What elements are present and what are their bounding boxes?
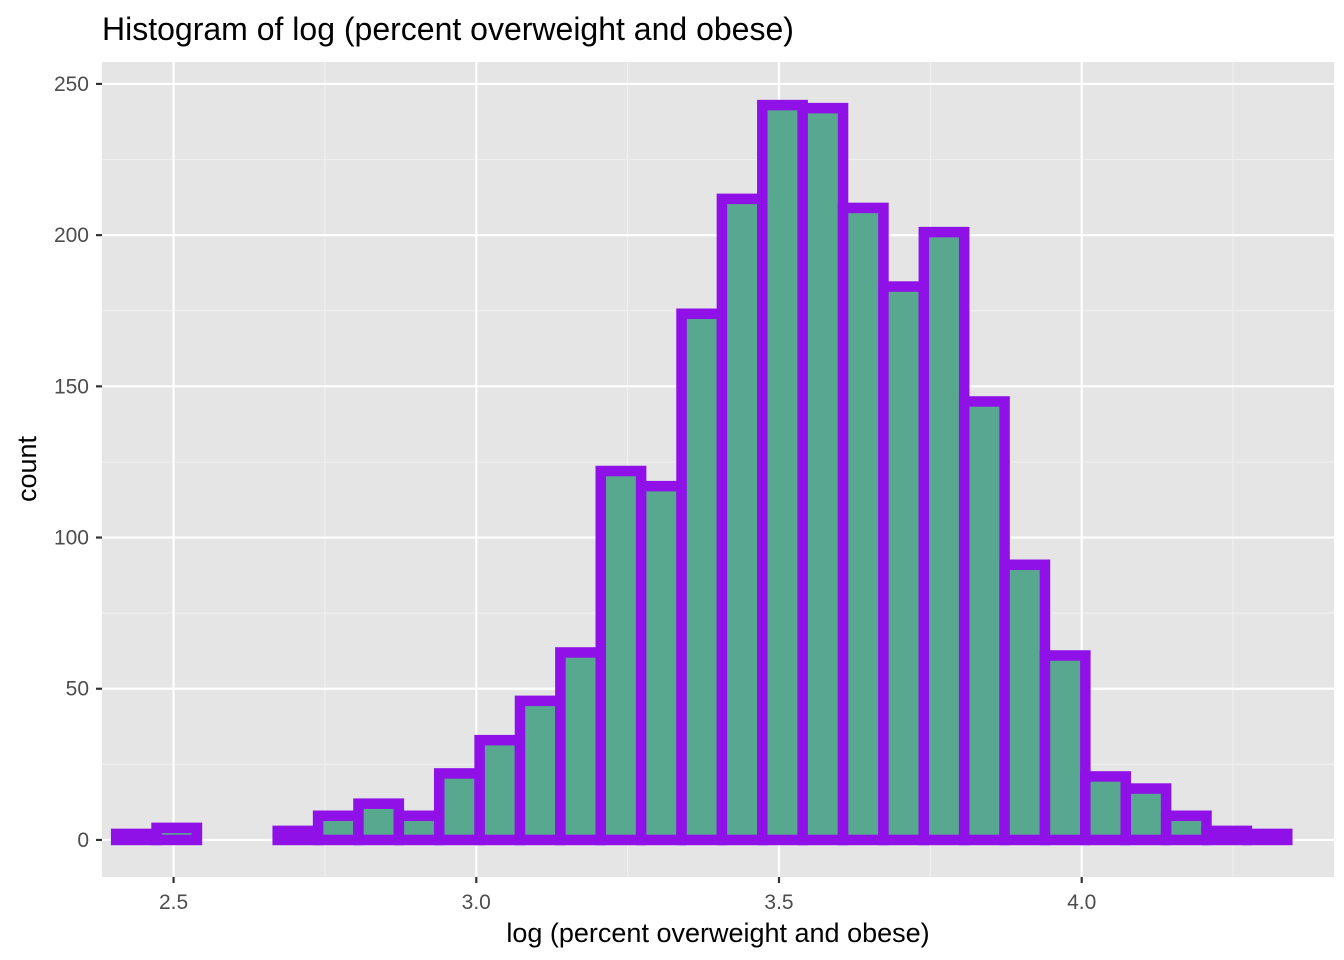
y-tick-label: 200 (54, 224, 89, 247)
histogram-bars (110, 99, 1293, 846)
histogram-bar (272, 825, 324, 846)
histogram-bar (797, 102, 849, 846)
histogram-bar (757, 99, 808, 846)
x-axis-ticks: 2.5 3.0 3.5 4.0 (159, 877, 1096, 914)
x-tick-label: 2.5 (159, 891, 188, 914)
histogram-bar (918, 226, 970, 846)
x-tick-label: 4.0 (1067, 891, 1096, 914)
x-tick-label: 3.5 (764, 891, 793, 914)
x-tick-label: 3.0 (462, 891, 491, 914)
y-axis-title: count (12, 435, 42, 502)
y-tick-label: 100 (54, 527, 89, 550)
y-tick-label: 250 (54, 73, 89, 96)
chart-title: Histogram of log (percent overweight and… (102, 11, 794, 47)
x-axis-title: log (percent overweight and obese) (506, 918, 929, 948)
histogram-bar (1201, 825, 1253, 846)
histogram-bar (151, 822, 203, 846)
histogram-bar (474, 734, 526, 846)
histogram-bar (433, 768, 485, 846)
histogram-bar (958, 396, 1010, 846)
histogram-bar (716, 193, 768, 846)
histogram-bar (312, 810, 364, 846)
histogram-bar (595, 465, 647, 846)
histogram-bar (999, 559, 1051, 846)
histogram-bar (1160, 810, 1212, 846)
histogram-bar (393, 810, 445, 846)
histogram-bar (1080, 771, 1131, 846)
histogram-bar (1039, 650, 1091, 846)
histogram-bar (676, 308, 728, 846)
histogram-bar (555, 647, 607, 846)
y-tick-label: 0 (77, 829, 89, 852)
histogram-bar (1120, 783, 1172, 846)
y-tick-label: 50 (66, 678, 89, 701)
y-axis-ticks: 0 50 100 150 200 250 (54, 73, 102, 852)
histogram-bar (837, 202, 889, 846)
histogram-bar (110, 828, 162, 846)
histogram-bar (1241, 828, 1293, 846)
y-tick-label: 150 (54, 375, 89, 398)
histogram-bar (514, 695, 566, 846)
histogram-bar (353, 798, 405, 846)
histogram-bar (635, 480, 687, 846)
histogram-bar (878, 281, 930, 846)
